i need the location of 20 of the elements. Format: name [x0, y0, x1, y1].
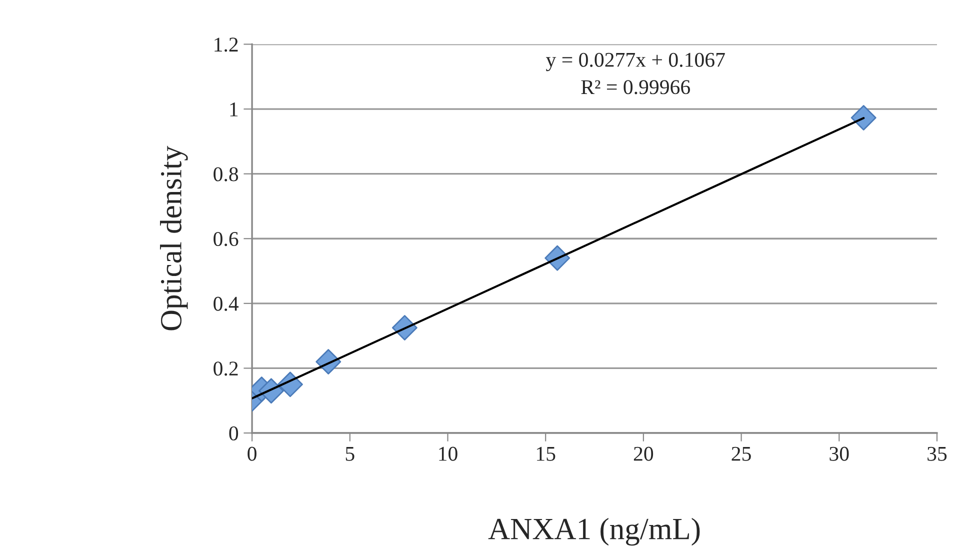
y-tick-label: 0.2 — [214, 362, 238, 376]
x-tick-label: 10 — [439, 446, 458, 461]
x-tick-label: 15 — [537, 446, 556, 461]
x-tick-label: 0 — [248, 446, 256, 461]
y-tick-label: 1 — [230, 102, 238, 116]
x-tick-label: 30 — [830, 446, 849, 461]
y-axis-title: Optical density — [160, 146, 188, 330]
y-tick-label: 0.4 — [214, 296, 239, 311]
x-axis-title: ANXA1 (ng/mL) — [488, 518, 700, 546]
x-tick-label: 5 — [346, 447, 354, 461]
annotation: y = 0.0277x + 0.1067 — [546, 52, 725, 72]
y-tick-label: 0.6 — [214, 232, 238, 246]
y-tick-label: 1.2 — [214, 38, 238, 52]
y-tick-label: 0 — [229, 426, 238, 440]
x-tick-label: 25 — [732, 446, 751, 461]
annotation: R² = 0.99966 — [581, 80, 690, 94]
y-tick-label: 0.8 — [214, 167, 238, 182]
x-tick-label: 20 — [634, 446, 654, 461]
point — [850, 105, 876, 131]
x-tick-label: 35 — [928, 446, 947, 461]
